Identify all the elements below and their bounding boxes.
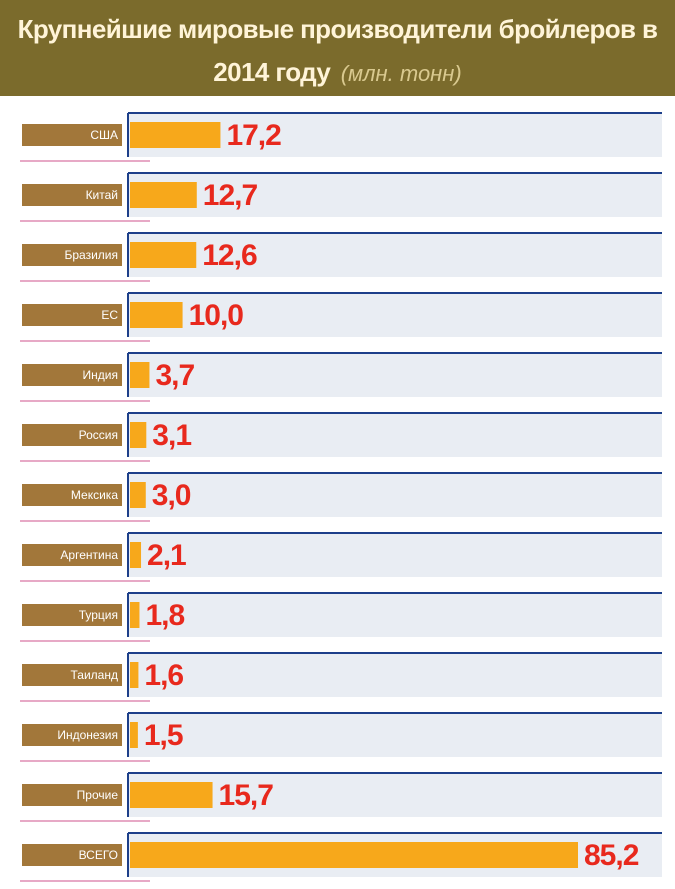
row-background [128,293,662,337]
category-box [22,664,122,686]
category-box [22,244,122,266]
category-box [22,604,122,626]
row-background [128,593,662,637]
chart-title: Крупнейшие мировые производители бройлер… [17,14,658,87]
value-label: 12,6 [202,239,257,272]
value-label: 3,0 [152,479,191,512]
category-label: ЕС [101,308,118,322]
category-label: Прочие [77,788,119,802]
bar [130,542,142,568]
bar [130,482,146,508]
value-label: 2,1 [147,539,186,572]
value-label: 85,2 [584,839,639,872]
bar [130,362,150,388]
category-label: Индонезия [57,728,118,742]
bar [130,662,139,688]
category-box [22,364,122,386]
bar [130,842,578,868]
row-background [128,413,662,457]
value-label: 1,6 [144,659,183,692]
category-label: Индия [83,368,118,382]
category-label: Мексика [71,488,118,502]
bar [130,242,197,268]
bar [130,302,183,328]
row-background [128,653,662,697]
category-label: ВСЕГО [79,848,118,862]
value-label: 15,7 [219,779,274,812]
value-label: 12,7 [203,179,258,212]
value-label: 1,8 [145,599,184,632]
chart-subtitle: (млн. тонн) [340,61,462,86]
row-background [128,773,662,817]
category-label: Бразилия [65,248,119,262]
value-label: 17,2 [226,119,281,152]
category-box [22,424,122,446]
bar [130,722,138,748]
category-box [22,724,122,746]
row-background [128,533,662,577]
bar [130,422,147,448]
value-label: 3,7 [155,359,194,392]
bar [130,602,140,628]
category-box [22,784,122,806]
category-box [22,544,122,566]
category-box [22,124,122,146]
chart: США 17,2 Китай 12,7 Бразилия 12,6 ЕС 10,0 Индия 3… [20,112,662,882]
bar [130,122,221,148]
category-label: Россия [79,428,118,442]
category-box [22,304,122,326]
row-background [128,233,662,277]
category-box [22,844,122,866]
value-label: 3,1 [152,419,191,452]
category-label: Китай [86,188,118,202]
row-background [128,713,662,757]
bar [130,782,213,808]
category-label: США [90,128,118,142]
category-label: Аргентина [60,548,118,562]
category-box [22,184,122,206]
category-label: Таиланд [71,668,118,682]
value-label: 10,0 [189,299,244,332]
row-background [128,473,662,517]
category-box [22,484,122,506]
bar [130,182,197,208]
header: Крупнейшие мировые производители бройлер… [0,0,675,96]
value-label: 1,5 [144,719,183,752]
row-background [128,173,662,217]
row-background [128,353,662,397]
category-label: Турция [79,608,118,622]
